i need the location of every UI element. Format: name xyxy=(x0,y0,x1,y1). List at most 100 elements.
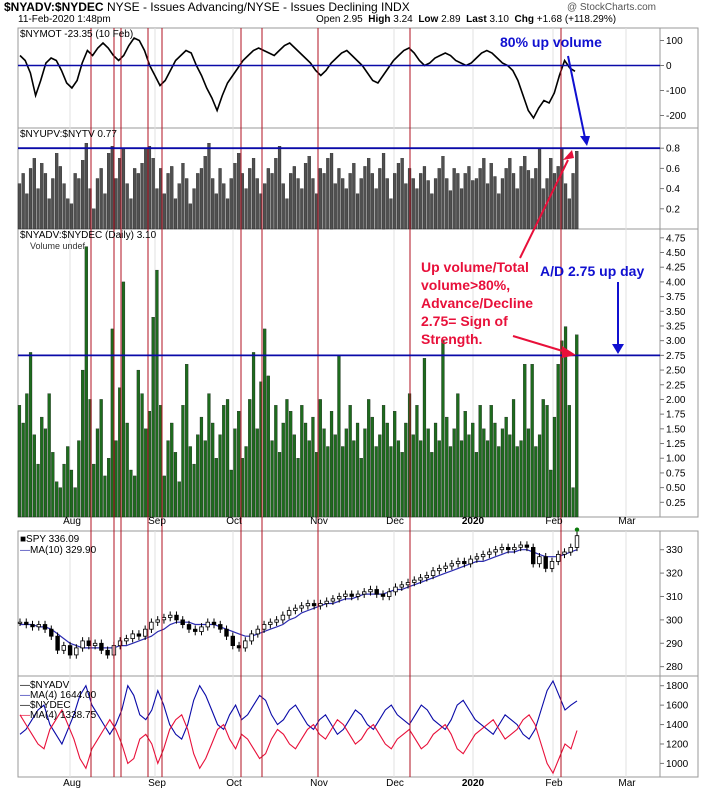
upv-bar xyxy=(66,198,70,230)
ad-ratio-bar xyxy=(508,434,512,518)
x-month-label: Sep xyxy=(148,516,166,527)
upv-bar xyxy=(426,180,430,230)
y-tick-label: 0.75 xyxy=(666,468,686,479)
x-month-label: 2020 xyxy=(462,516,485,527)
ad-ratio-bar xyxy=(378,434,382,518)
chg-label: Chg xyxy=(514,14,534,25)
ad-ratio-bar xyxy=(199,416,204,518)
ad-ratio-bar xyxy=(162,475,166,518)
spy-candle-body xyxy=(336,596,342,600)
up-volume-arrow-shaft xyxy=(567,55,586,139)
y-tick-label: 0.4 xyxy=(666,184,680,195)
spy-candle-body xyxy=(543,556,548,569)
ad-ratio-bar xyxy=(519,440,523,518)
ad-ratio-bar xyxy=(47,393,51,518)
chg-value: +1.68 (+118.29%) xyxy=(536,14,617,25)
x-month-label: 2020 xyxy=(462,778,485,789)
spy-candle-body xyxy=(199,626,204,633)
ad-ratio-bar xyxy=(77,440,81,518)
spy-label: ■SPY 336.09 xyxy=(20,534,80,545)
strength-line: volume>80%, xyxy=(421,277,511,293)
spy-candle-body xyxy=(24,621,29,625)
strength-arrow-right-shaft xyxy=(512,335,567,353)
upv-bar xyxy=(270,173,274,230)
upv-bar xyxy=(370,173,374,230)
upv-bar xyxy=(344,188,348,230)
spy-candle-body xyxy=(130,633,135,640)
spy-candle-body xyxy=(487,551,492,555)
ad-ratio-bar xyxy=(426,428,430,518)
upv-bar xyxy=(352,163,356,230)
ad-ratio-bar xyxy=(144,428,148,518)
upv-bar xyxy=(411,178,415,230)
spy-candle-body xyxy=(380,593,386,597)
brand-logo[interactable]: @ StockCharts.com xyxy=(566,2,656,13)
ad-ratio-bar xyxy=(348,405,352,518)
panel-frame xyxy=(17,675,699,778)
spy-candle-body xyxy=(261,624,267,630)
ohlc-readout: Open 2.95 High 3.24 Low 2.89 Last 3.10 C… xyxy=(316,14,616,25)
ad-ratio-bar xyxy=(303,422,308,518)
spy-candle-body xyxy=(318,603,323,607)
spy-candle-body xyxy=(361,591,367,595)
y-tick-label: 3.75 xyxy=(666,292,686,303)
spy-candle-body xyxy=(286,610,292,616)
spy-candle-body xyxy=(80,640,85,649)
spy-candle-body xyxy=(67,645,73,656)
spy-candle-body xyxy=(17,621,23,624)
spy-candle-body xyxy=(192,628,198,632)
upv-bar xyxy=(207,143,211,230)
ad-ratio-bar xyxy=(28,352,33,518)
ad-ratio-bar xyxy=(270,440,274,518)
ad-ratio-bar xyxy=(526,428,531,518)
nyadv-label: —$NYADV xyxy=(20,680,70,691)
ad-ratio-bar xyxy=(218,434,222,518)
upv-bar xyxy=(173,198,178,230)
upv-bar xyxy=(326,158,330,230)
upv-bar xyxy=(530,178,534,230)
upv-bar xyxy=(99,168,103,230)
ad-ratio-bar xyxy=(95,428,100,518)
panel-frame xyxy=(17,530,699,677)
upv-bar xyxy=(567,198,571,230)
y-tick-label: -200 xyxy=(666,111,686,122)
symbol-label: $NYADV:$NYDEC xyxy=(4,0,104,14)
ad-ratio-bar xyxy=(497,446,501,518)
spy-candle-body xyxy=(462,561,467,565)
upv-bar xyxy=(25,193,29,230)
ad-ratio-bar xyxy=(441,340,445,518)
ad-ratio-bar xyxy=(73,487,77,518)
upv-bar xyxy=(359,178,363,230)
ad-ratio-bar xyxy=(341,446,345,518)
ad-ratio-bar xyxy=(563,326,568,518)
ad-ratio-bar xyxy=(556,364,560,518)
upv-label: $NYUPV:$NYTV 0.77 xyxy=(20,129,117,140)
ad-ratio-bar xyxy=(266,375,270,518)
upv-bar xyxy=(289,173,293,230)
ad-ratio-bar xyxy=(292,434,296,518)
nyadv-ma-label: —MA(4) 1644.00 xyxy=(20,690,97,701)
upv-bar xyxy=(311,178,315,230)
upv-bar xyxy=(508,158,512,230)
ad-ratio-bar xyxy=(534,446,538,518)
upv-bar xyxy=(493,176,497,230)
high-value: 3.24 xyxy=(393,14,413,25)
spy-candle-body xyxy=(493,549,498,553)
spy-candle-body xyxy=(311,603,317,607)
spy-candle-body xyxy=(105,649,110,656)
upv-bar xyxy=(563,183,568,230)
ad-ratio-bar xyxy=(170,422,174,518)
ad-ratio-bar xyxy=(445,416,449,518)
x-month-label: Oct xyxy=(226,778,242,789)
upv-bar xyxy=(341,178,345,230)
x-month-label: Nov xyxy=(310,516,328,527)
ad-ratio-bar xyxy=(471,422,475,518)
y-tick-label: 310 xyxy=(666,592,683,603)
ad-ratio-bar xyxy=(25,393,29,518)
ad-ratio-bar xyxy=(467,434,471,518)
spy-candle-body xyxy=(99,642,104,651)
y-tick-label: 4.25 xyxy=(666,263,686,274)
strength-arrow-up-head xyxy=(563,150,574,160)
strength-line: Strength. xyxy=(421,331,483,347)
ad-ratio-bar xyxy=(155,269,159,518)
